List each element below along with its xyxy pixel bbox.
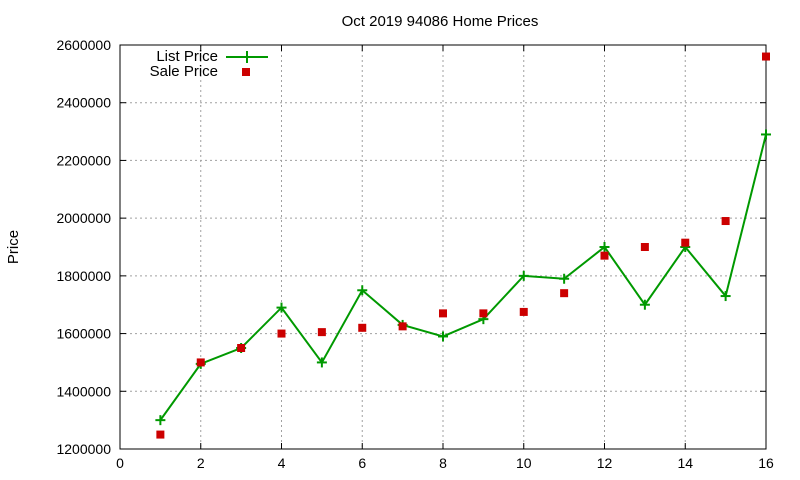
list-price-point	[155, 415, 166, 426]
list-price-point	[518, 270, 529, 281]
y-tick-label: 1400000	[56, 383, 111, 399]
x-tick-label: 14	[677, 455, 693, 471]
sale-price-point	[439, 309, 447, 318]
list-price-point	[720, 291, 731, 302]
y-tick-label: 2200000	[56, 152, 111, 168]
sale-price-point	[398, 322, 407, 331]
legend-marker-list-price	[241, 51, 253, 63]
list-price-point	[357, 285, 368, 296]
y-tick-label: 1200000	[56, 441, 111, 457]
legend-label-list-price: List Price	[156, 48, 218, 65]
sale-price-point	[681, 238, 690, 247]
x-tick-label: 10	[516, 455, 532, 471]
y-tick-label: 2000000	[56, 210, 111, 226]
sale-price-point	[762, 52, 770, 61]
series-layer	[155, 52, 771, 439]
x-tick-label: 8	[439, 455, 447, 471]
sale-price-point	[237, 344, 246, 352]
y-tick-label: 1800000	[56, 268, 111, 284]
sale-price-point	[317, 328, 326, 337]
x-tick-label: 0	[116, 455, 124, 471]
legend: List Price Sale Price	[150, 48, 268, 80]
sale-price-point	[479, 309, 488, 318]
list-price-point	[316, 357, 327, 368]
sale-price-point	[600, 251, 609, 260]
list-price-point	[599, 242, 610, 252]
y-tick-label: 2600000	[56, 37, 111, 53]
x-tick-label: 12	[597, 455, 613, 471]
chart-title: Oct 2019 94086 Home Prices	[342, 13, 539, 30]
x-tick-label: 4	[278, 455, 286, 471]
grid	[120, 45, 766, 449]
list-price-line	[159, 134, 767, 421]
y-axis-label: Price	[5, 230, 22, 264]
legend-label-sale-price: Sale Price	[150, 63, 218, 80]
sale-price-point	[519, 307, 528, 316]
sale-price-point	[358, 323, 367, 332]
sale-price-point	[560, 289, 569, 298]
list-price-point	[761, 129, 771, 140]
sale-price-point	[196, 358, 205, 367]
x-tick-label: 2	[197, 455, 205, 471]
sale-price-point	[721, 217, 730, 226]
y-tick-label: 1600000	[56, 326, 111, 342]
sale-price-point	[277, 329, 286, 338]
list-price-point	[559, 273, 570, 284]
list-price-point	[276, 302, 287, 313]
sale-price-point	[640, 243, 649, 251]
legend-marker-sale-price	[242, 68, 250, 76]
x-tick-label: 6	[358, 455, 366, 471]
axis-ticks: 0 2 4 6 8 10 12 14 16 1200000 1400000 1600000 180000…	[56, 37, 774, 471]
sale-price-point	[156, 430, 165, 439]
list-price-point	[438, 331, 448, 342]
y-tick-label: 2400000	[56, 95, 111, 111]
list-price-point	[639, 299, 650, 310]
x-tick-label: 16	[758, 455, 774, 471]
